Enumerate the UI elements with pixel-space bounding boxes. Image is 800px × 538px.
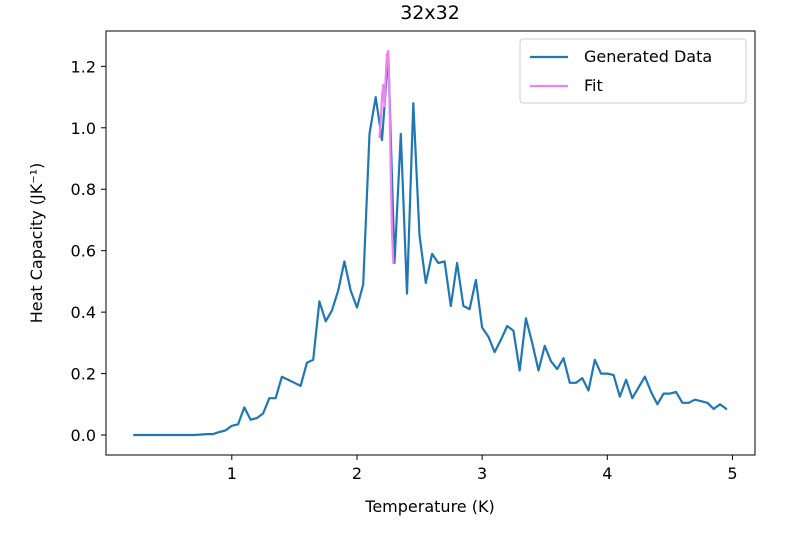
y-tick-label: 1.2: [71, 57, 96, 76]
y-tick-label: 0.2: [71, 365, 96, 384]
x-tick-label: 3: [477, 464, 487, 483]
x-axis-label: Temperature (K): [364, 497, 494, 516]
legend-label-fit: Fit: [584, 76, 603, 95]
y-tick-label: 0.6: [71, 242, 96, 261]
y-tick-label: 1.0: [71, 119, 96, 138]
y-tick-label: 0.8: [71, 180, 96, 199]
y-tick-label: 0.0: [71, 426, 96, 445]
x-tick-label: 2: [352, 464, 362, 483]
legend-label-generated-data: Generated Data: [584, 47, 712, 66]
chart-title: 32x32: [400, 2, 460, 24]
plot-frame: [105, 30, 756, 456]
y-tick-label: 0.4: [71, 303, 96, 322]
legend-box: [519, 38, 747, 104]
series-layer: [133, 49, 728, 437]
x-tick-label: 1: [227, 464, 237, 483]
x-tick-label: 5: [727, 464, 737, 483]
x-tick-label: 4: [602, 464, 612, 483]
x-axis-ticks: 1 2 3 4 5: [227, 455, 738, 483]
series-line-fit: [378, 49, 395, 265]
y-axis-label: Heat Capacity (JK⁻¹): [27, 163, 46, 324]
legend: Generated Data Fit: [519, 38, 747, 104]
series-line-generated-data: [133, 52, 728, 437]
y-axis-ticks: 0.0 0.2 0.4 0.6 0.8 1.0 1.2: [71, 57, 106, 445]
